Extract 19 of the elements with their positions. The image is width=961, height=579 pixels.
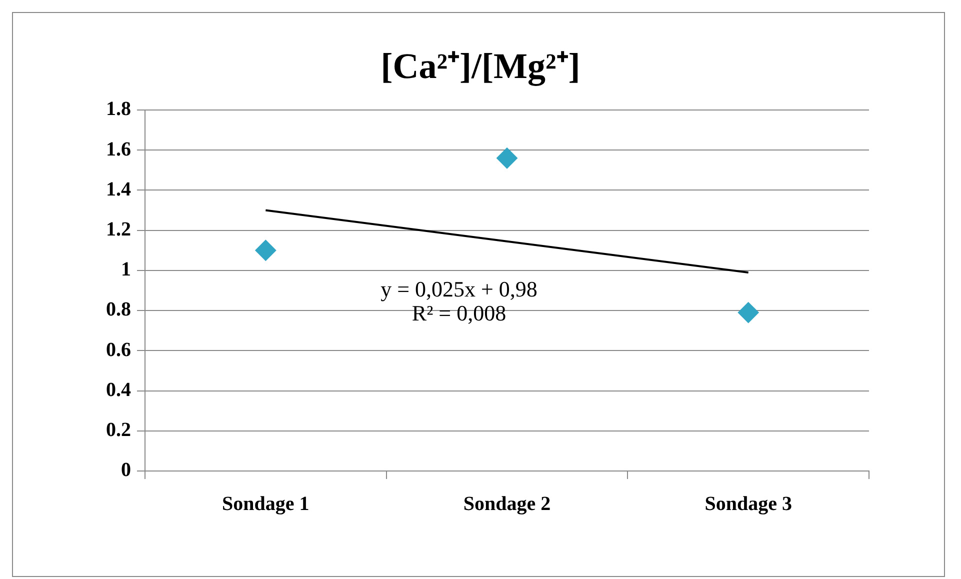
point bbox=[738, 302, 759, 324]
x-tick-label: Sondage 3 bbox=[704, 493, 792, 516]
y-tick-label: 1.6 bbox=[106, 138, 131, 160]
y-tick-label: 0.6 bbox=[106, 338, 131, 361]
y-tick-label: 1.4 bbox=[106, 178, 131, 200]
annotation: R² = 0,008 bbox=[412, 300, 506, 326]
y-tick-label: 1.2 bbox=[106, 218, 131, 241]
y-tick-label: 1 bbox=[121, 258, 131, 281]
chart-title: [Ca²⁺]/[Mg²⁺] bbox=[380, 45, 582, 88]
annotation: y = 0,025x + 0,98 bbox=[380, 276, 538, 302]
y-tick-label: 0 bbox=[121, 459, 131, 482]
x-tick-label: Sondage 2 bbox=[463, 493, 551, 516]
y-tick-label: 0.8 bbox=[106, 298, 131, 321]
point bbox=[496, 148, 518, 169]
y-tick-label: 0.4 bbox=[106, 378, 131, 401]
y-tick-label: 1.8 bbox=[106, 98, 131, 120]
x-tick-label: Sondage 1 bbox=[222, 493, 310, 516]
point bbox=[255, 240, 276, 261]
y-tick-label: 0.2 bbox=[106, 419, 131, 442]
